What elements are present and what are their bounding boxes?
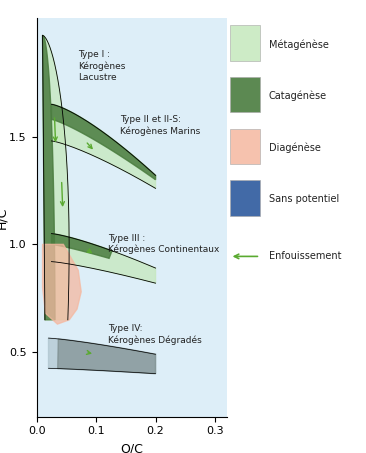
Text: Sans potentiel: Sans potentiel [269,194,339,204]
FancyBboxPatch shape [230,25,260,61]
FancyBboxPatch shape [230,180,260,216]
Polygon shape [52,104,156,180]
Polygon shape [52,234,156,283]
Polygon shape [42,35,69,320]
Text: Type II et II-S:
Kérogènes Marins: Type II et II-S: Kérogènes Marins [120,115,200,136]
Text: Catagénèse: Catagénèse [269,91,327,101]
FancyBboxPatch shape [230,77,260,112]
Polygon shape [52,234,112,258]
Text: Métagénèse: Métagénèse [269,39,329,50]
Y-axis label: H/C: H/C [0,206,8,229]
Text: Enfouissement: Enfouissement [269,251,341,261]
Text: Type III :
Kérogènes Continentaux: Type III : Kérogènes Continentaux [108,234,219,254]
Text: Type IV:
Kérogènes Dégradés: Type IV: Kérogènes Dégradés [108,324,202,345]
X-axis label: O/C: O/C [120,442,143,453]
FancyBboxPatch shape [230,129,260,164]
Polygon shape [42,35,55,320]
Text: Type I :
Kérogènes
Lacustre: Type I : Kérogènes Lacustre [78,50,126,82]
Polygon shape [58,339,156,374]
Text: Diagénèse: Diagénèse [269,142,321,153]
Polygon shape [52,104,156,188]
Polygon shape [42,244,81,324]
Polygon shape [48,338,156,374]
